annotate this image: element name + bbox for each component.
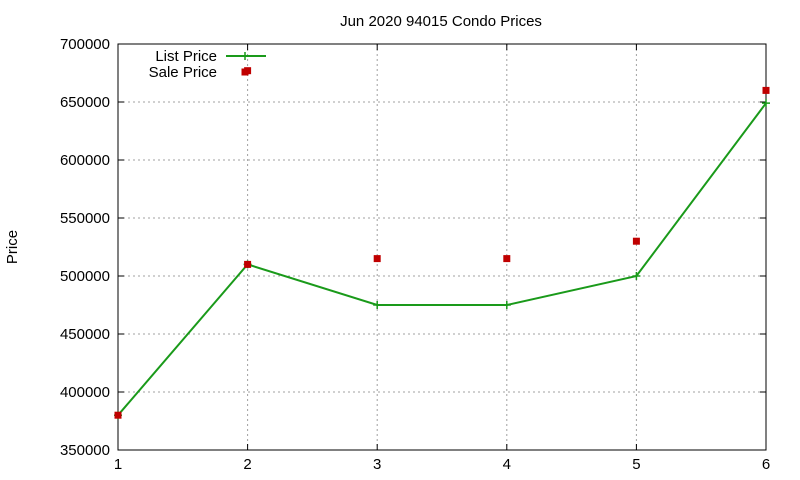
y-tick-label: 650000 — [60, 94, 110, 111]
y-tick-label: 500000 — [60, 268, 110, 285]
list-price-point — [632, 272, 641, 280]
list-price-line — [117, 102, 767, 416]
x-tick-label: 6 — [762, 456, 770, 473]
y-tick-label: 350000 — [60, 442, 110, 459]
sale-price-point — [632, 237, 640, 245]
legend-label: List Price — [155, 48, 217, 65]
y-tick-label: 700000 — [60, 36, 110, 53]
legend-key-sale-price — [241, 68, 249, 76]
x-tick-label: 2 — [243, 456, 251, 473]
plot-border — [117, 43, 767, 451]
sale-price-point — [762, 86, 770, 94]
list-price-point — [762, 99, 770, 108]
grid-layer — [118, 44, 766, 450]
legend-label: Sale Price — [149, 64, 217, 81]
x-tick-label: 1 — [114, 456, 122, 473]
sale-price-point — [503, 255, 511, 263]
x-tick-label: 3 — [373, 456, 381, 473]
series-layer — [114, 67, 770, 420]
list-price-point — [502, 301, 511, 309]
y-axis-label: Price — [4, 230, 21, 264]
x-tick-label: 4 — [503, 456, 511, 473]
axis-layer: 1 2 3 4 5 6 350000 400000 450000 500000 550000 6000… — [60, 36, 770, 473]
y-tick-label: 400000 — [60, 384, 110, 401]
sale-price-point — [373, 255, 381, 263]
y-tick-label: 600000 — [60, 152, 110, 169]
sale-price-point — [114, 411, 122, 419]
x-tick-label: 5 — [632, 456, 640, 473]
chart-title: Jun 2020 94015 Condo Prices — [340, 13, 542, 30]
list-price-point — [373, 301, 382, 309]
y-tick-label: 450000 — [60, 326, 110, 343]
sale-price-point — [244, 260, 252, 268]
y-tick-label: 550000 — [60, 210, 110, 227]
legend-key-list-price-marker — [241, 52, 249, 60]
